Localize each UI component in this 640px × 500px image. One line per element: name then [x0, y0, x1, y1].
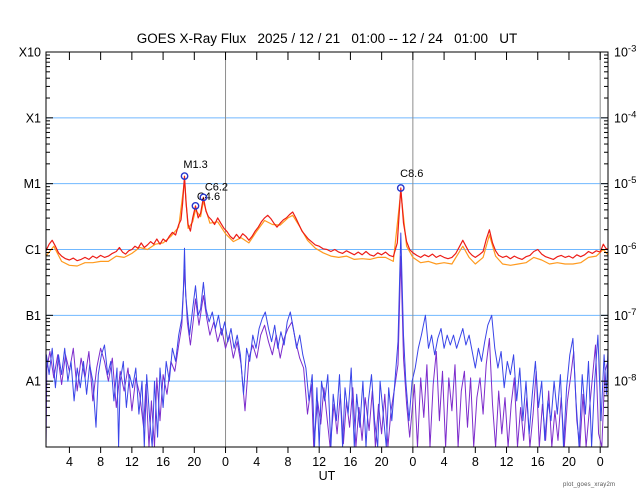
y-right-label: 10-3 — [614, 44, 636, 60]
xray-short-0.05-0.4nm-secondary-curve — [45, 255, 609, 448]
y-left-label: A1 — [26, 375, 41, 389]
x-tick-label: 0 — [597, 455, 604, 469]
x-tick-label: 12 — [500, 455, 514, 469]
flare-peak-marker — [199, 193, 208, 202]
y-left-label: X10 — [19, 46, 41, 60]
x-tick-label: 0 — [222, 455, 229, 469]
y-right-label: 10-8 — [614, 373, 636, 389]
y-right-label: 10-6 — [614, 241, 636, 257]
x-tick-label: 4 — [441, 455, 448, 469]
x-tick-label: 16 — [531, 455, 545, 469]
flare-label: C8.6 — [400, 168, 423, 180]
watermark-text: plot_goes_xray2m — [563, 482, 616, 488]
x-tick-label: 4 — [66, 455, 73, 469]
x-axis-label: UT — [318, 469, 336, 483]
x-tick-label: 20 — [562, 455, 576, 469]
x-tick-label: 0 — [409, 455, 416, 469]
x-tick-label: 16 — [156, 455, 170, 469]
x-tick-label: 8 — [97, 455, 104, 469]
y-right-label: 10-7 — [614, 307, 636, 323]
x-tick-label: 8 — [284, 455, 291, 469]
x-tick-label: 8 — [472, 455, 479, 469]
x-tick-label: 4 — [253, 455, 260, 469]
flare-label: M1.3 — [183, 159, 207, 171]
x-tick-label: 12 — [125, 455, 139, 469]
y-right-label: 10-5 — [614, 175, 636, 191]
flare-label: C6.2 — [205, 181, 228, 193]
x-tick-label: 16 — [343, 455, 357, 469]
x-tick-label: 20 — [187, 455, 201, 469]
flare-peak-marker — [396, 184, 405, 192]
x-tick-label: 12 — [312, 455, 326, 469]
y-left-label: X1 — [26, 111, 41, 125]
y-left-label: C1 — [25, 243, 41, 257]
flare-peak-marker — [191, 201, 200, 210]
chart-title: GOES X-Ray Flux 2025 / 12 / 21 01:00 -- … — [136, 31, 518, 46]
y-left-label: M1 — [24, 177, 41, 191]
xray-long-0.1-0.8nm-primary-curve — [45, 175, 609, 262]
flare-peak-marker — [180, 172, 189, 181]
y-left-label: B1 — [26, 309, 41, 323]
y-right-label: 10-4 — [614, 109, 636, 125]
xray-long-0.1-0.8nm-secondary-curve — [45, 179, 609, 267]
x-tick-label: 20 — [375, 455, 389, 469]
